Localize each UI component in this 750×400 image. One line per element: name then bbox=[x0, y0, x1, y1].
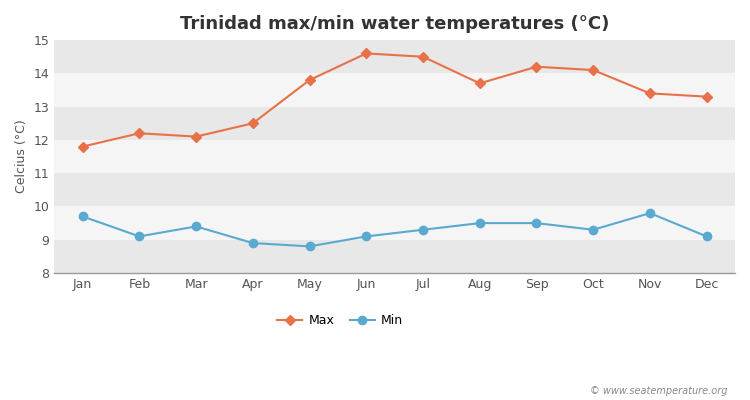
Bar bbox=[54, 173, 735, 206]
Bar bbox=[54, 140, 735, 173]
Min bbox=[248, 241, 257, 246]
Min bbox=[532, 221, 541, 226]
Max bbox=[702, 94, 711, 99]
Bar bbox=[54, 40, 735, 73]
Line: Min: Min bbox=[79, 209, 711, 250]
Min bbox=[476, 221, 484, 226]
Legend: Max, Min: Max, Min bbox=[272, 309, 408, 332]
Max bbox=[646, 91, 655, 96]
Text: © www.seatemperature.org: © www.seatemperature.org bbox=[590, 386, 728, 396]
Bar bbox=[54, 240, 735, 273]
Bar bbox=[54, 73, 735, 107]
Max bbox=[532, 64, 541, 69]
Min bbox=[78, 214, 87, 219]
Min bbox=[305, 244, 314, 249]
Min bbox=[362, 234, 370, 239]
Max bbox=[419, 54, 428, 59]
Max bbox=[362, 51, 370, 56]
Max bbox=[78, 144, 87, 149]
Max bbox=[589, 68, 598, 72]
Bar bbox=[54, 206, 735, 240]
Max bbox=[305, 78, 314, 82]
Max bbox=[191, 134, 200, 139]
Min bbox=[191, 224, 200, 229]
Line: Max: Max bbox=[80, 50, 710, 150]
Y-axis label: Celcius (°C): Celcius (°C) bbox=[15, 120, 28, 194]
Min bbox=[419, 227, 428, 232]
Max bbox=[476, 81, 484, 86]
Min bbox=[589, 227, 598, 232]
Min bbox=[702, 234, 711, 239]
Min bbox=[646, 211, 655, 216]
Max bbox=[248, 121, 257, 126]
Max bbox=[135, 131, 144, 136]
Title: Trinidad max/min water temperatures (°C): Trinidad max/min water temperatures (°C) bbox=[180, 15, 609, 33]
Min bbox=[135, 234, 144, 239]
Bar bbox=[54, 107, 735, 140]
